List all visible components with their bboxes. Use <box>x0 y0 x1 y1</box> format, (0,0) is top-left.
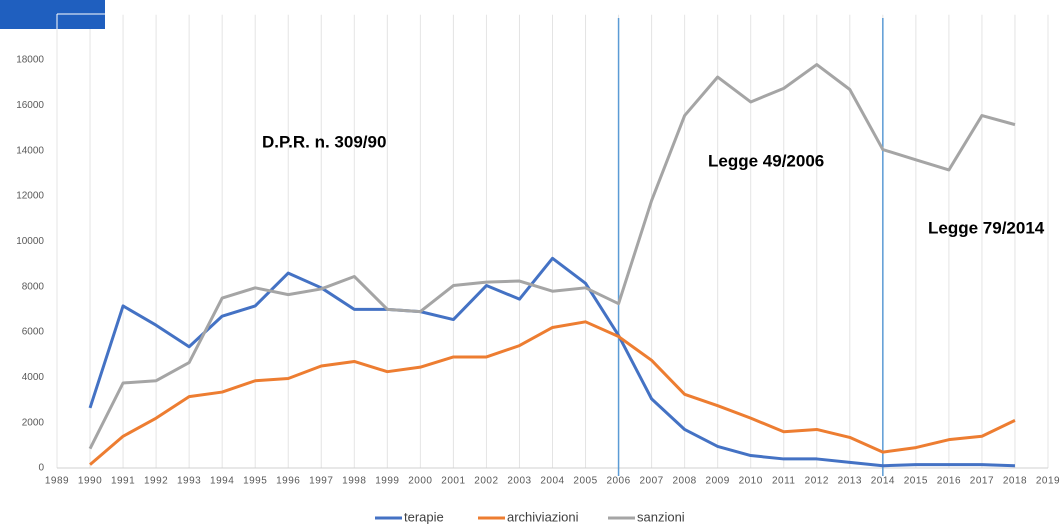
x-tick-label: 2010 <box>739 476 763 487</box>
line-series <box>89 320 1016 466</box>
annotation: Legge 79/2014 <box>928 218 1045 237</box>
x-tick-label: 2006 <box>606 476 630 487</box>
x-tick-label: 2016 <box>937 476 961 487</box>
x-tick-label: 2008 <box>673 476 697 487</box>
legend-label: sanzioni <box>637 509 685 524</box>
y-tick-label: 10000 <box>16 236 44 247</box>
x-tick-label: 2004 <box>540 476 564 487</box>
legend-label: archiviazioni <box>507 509 579 524</box>
x-tick-label: 2005 <box>573 476 597 487</box>
annotation: Legge 49/2006 <box>708 151 824 170</box>
x-tick-label: 2018 <box>1003 476 1027 487</box>
y-tick-label: 18000 <box>16 55 44 66</box>
x-tick-label: 1994 <box>210 476 234 487</box>
y-tick-label: 12000 <box>16 191 44 202</box>
legend-label: terapie <box>404 509 444 524</box>
grid: 0 2000 4000 6000 8000 10000 12000 14000 16000 180… <box>16 9 1060 487</box>
x-tick-label: 1996 <box>276 476 300 487</box>
y-tick-label: 6000 <box>22 327 45 338</box>
y-tick-label: 2000 <box>22 417 45 428</box>
x-tick-label: 2015 <box>904 476 928 487</box>
x-tick-label: 2009 <box>706 476 730 487</box>
line-series <box>88 256 1016 468</box>
annotation: D.P.R. n. 309/90 <box>262 132 386 151</box>
x-tick-label: 2012 <box>805 476 829 487</box>
y-tick-label: 4000 <box>22 372 45 383</box>
y-tick-label: 8000 <box>22 281 45 292</box>
y-tick-label: 14000 <box>16 145 44 156</box>
x-tick-label: 1995 <box>243 476 267 487</box>
x-tick-label: 1991 <box>111 476 135 487</box>
x-tick-label: 1992 <box>144 476 168 487</box>
x-tick-label: 1990 <box>78 476 102 487</box>
y-tick-label: 16000 <box>16 100 44 111</box>
x-tick-label: 1997 <box>309 476 333 487</box>
line-series <box>88 63 1016 450</box>
x-tick-label: 2007 <box>639 476 663 487</box>
x-tick-label: 1989 <box>45 476 69 487</box>
x-tick-label: 2013 <box>838 476 862 487</box>
x-tick-label: 1993 <box>177 476 201 487</box>
x-tick-label: 2011 <box>772 476 796 487</box>
x-tick-label: 2002 <box>474 476 498 487</box>
x-tick-label: 2003 <box>507 476 531 487</box>
x-tick-label: 2001 <box>441 476 465 487</box>
x-tick-label: 1999 <box>375 476 399 487</box>
y-tick-label: 0 <box>38 463 44 474</box>
x-tick-label: 2000 <box>408 476 432 487</box>
x-tick-label: 1998 <box>342 476 366 487</box>
x-tick-label: 2019 <box>1036 476 1060 487</box>
x-tick-label: 2014 <box>871 476 895 487</box>
x-tick-label: 2017 <box>970 476 994 487</box>
